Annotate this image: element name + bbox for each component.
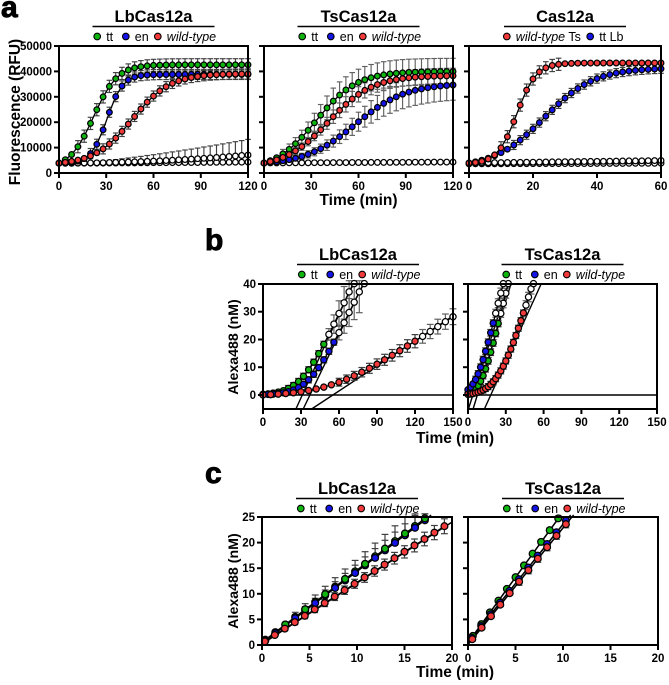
svg-text:tt: tt (106, 30, 113, 44)
svg-text:10: 10 (243, 362, 256, 374)
svg-text:150: 150 (647, 417, 666, 429)
svg-text:wild-type: wild-type (576, 268, 625, 282)
svg-text:TsCas12a: TsCas12a (525, 246, 602, 264)
svg-text:10: 10 (557, 653, 570, 665)
svg-text:25: 25 (242, 512, 255, 524)
svg-text:wild-type: wild-type (167, 30, 216, 44)
svg-text:30: 30 (295, 417, 308, 429)
svg-text:20: 20 (446, 653, 459, 665)
svg-text:60: 60 (352, 181, 365, 193)
svg-text:Alexa488 (nM): Alexa488 (nM) (226, 533, 242, 629)
svg-text:20: 20 (652, 653, 665, 665)
svg-text:c: c (205, 457, 222, 490)
svg-text:0: 0 (56, 181, 62, 193)
svg-text:90: 90 (371, 417, 384, 429)
svg-text:30000: 30000 (20, 92, 52, 104)
svg-text:120: 120 (238, 181, 257, 193)
svg-text:Alexa488 (nM): Alexa488 (nM) (226, 299, 242, 395)
svg-text:tt: tt (516, 502, 523, 516)
svg-text:0: 0 (46, 168, 52, 180)
svg-text:0: 0 (250, 390, 256, 402)
svg-text:wild-type: wild-type (370, 502, 419, 516)
svg-text:Cas12a: Cas12a (536, 8, 595, 26)
svg-text:120: 120 (610, 417, 629, 429)
svg-text:90: 90 (194, 181, 207, 193)
svg-text:0: 0 (261, 181, 267, 193)
svg-text:60: 60 (333, 417, 346, 429)
svg-text:5: 5 (306, 653, 313, 665)
svg-text:60: 60 (655, 181, 668, 193)
svg-text:wild-type Ts: wild-type Ts (516, 30, 581, 44)
svg-text:10: 10 (242, 589, 255, 601)
svg-text:15: 15 (398, 653, 411, 665)
svg-text:120: 120 (443, 181, 462, 193)
svg-text:20000: 20000 (20, 117, 52, 129)
svg-text:5: 5 (512, 653, 519, 665)
svg-text:0: 0 (260, 417, 266, 429)
svg-text:40: 40 (243, 279, 256, 291)
svg-text:60: 60 (537, 417, 550, 429)
svg-text:5: 5 (249, 614, 256, 626)
svg-text:40: 40 (591, 181, 604, 193)
svg-text:en: en (135, 30, 149, 44)
svg-text:90: 90 (575, 417, 588, 429)
svg-text:tt: tt (515, 268, 522, 282)
svg-text:wild-type: wild-type (372, 30, 421, 44)
svg-text:15: 15 (604, 653, 617, 665)
svg-text:TsCas12a: TsCas12a (321, 8, 398, 26)
svg-text:20: 20 (242, 538, 255, 550)
svg-text:10: 10 (351, 653, 364, 665)
svg-text:en: en (544, 268, 558, 282)
svg-text:0: 0 (465, 417, 471, 429)
svg-text:90: 90 (399, 181, 412, 193)
svg-text:b: b (205, 224, 223, 257)
svg-text:wild-type: wild-type (371, 268, 420, 282)
svg-text:30: 30 (499, 417, 512, 429)
svg-text:60: 60 (147, 181, 160, 193)
svg-text:tt Lb: tt Lb (599, 30, 623, 44)
svg-text:0: 0 (466, 181, 472, 193)
svg-text:30: 30 (100, 181, 113, 193)
svg-text:0: 0 (465, 653, 471, 665)
svg-text:120: 120 (405, 417, 424, 429)
svg-text:LbCas12a: LbCas12a (319, 246, 398, 264)
svg-text:tt: tt (311, 30, 318, 44)
svg-text:0: 0 (249, 640, 255, 652)
svg-text:50000: 50000 (20, 41, 52, 53)
svg-text:en: en (338, 502, 352, 516)
svg-text:tt: tt (310, 502, 317, 516)
svg-text:wild-type: wild-type (576, 502, 625, 516)
svg-text:LbCas12a: LbCas12a (318, 480, 397, 498)
svg-text:tt: tt (311, 268, 318, 282)
svg-text:Time (min): Time (min) (416, 664, 494, 680)
svg-text:a: a (1, 0, 18, 24)
svg-text:15: 15 (242, 563, 255, 575)
svg-text:TsCas12a: TsCas12a (525, 480, 602, 498)
svg-text:LbCas12a: LbCas12a (115, 8, 194, 26)
svg-text:Time (min): Time (min) (319, 192, 397, 209)
svg-text:40000: 40000 (20, 66, 52, 78)
svg-text:10000: 10000 (20, 143, 52, 155)
svg-text:en: en (340, 30, 354, 44)
svg-text:30: 30 (305, 181, 318, 193)
svg-text:20: 20 (243, 335, 256, 347)
svg-text:Fluorescence (RFU): Fluorescence (RFU) (7, 39, 24, 185)
svg-text:en: en (339, 268, 353, 282)
svg-text:30: 30 (243, 307, 256, 319)
svg-text:Time (min): Time (min) (416, 430, 494, 447)
svg-text:150: 150 (443, 417, 462, 429)
svg-text:20: 20 (527, 181, 540, 193)
svg-text:en: en (544, 502, 558, 516)
svg-text:0: 0 (259, 653, 265, 665)
